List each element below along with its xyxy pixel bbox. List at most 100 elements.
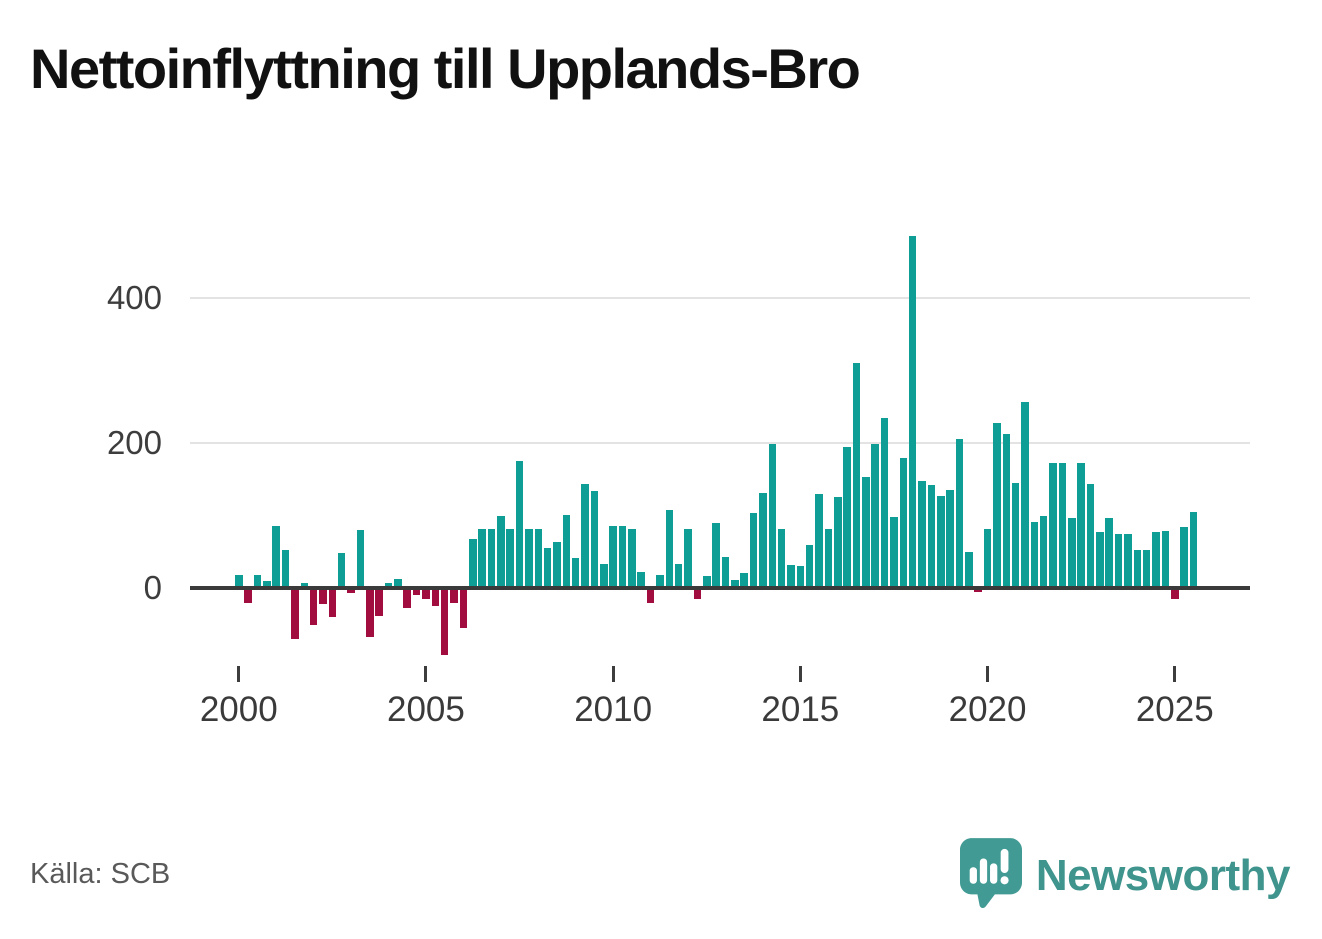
gridline-200 (190, 442, 1250, 444)
bar-positive (272, 525, 280, 588)
x-axis-label-2000: 2000 (199, 690, 278, 729)
bar-positive (674, 564, 683, 588)
x-tick-2025 (1173, 666, 1177, 682)
bar-positive (749, 513, 758, 588)
bar-positive (300, 582, 309, 588)
bar-positive (1161, 531, 1170, 588)
bar-positive (834, 497, 842, 588)
bar-positive (235, 574, 243, 588)
bar-positive (787, 564, 795, 588)
gridline-400 (190, 297, 1250, 299)
bar-positive (263, 581, 271, 588)
y-axis-label: 0 (143, 569, 162, 606)
bar-positive (852, 363, 861, 588)
bar-positive (946, 490, 954, 588)
bar-negative (403, 588, 411, 609)
bar-negative (375, 588, 383, 617)
bar-positive (656, 574, 664, 588)
bar-positive (1152, 532, 1160, 588)
y-axis-label: 400 (106, 279, 162, 316)
x-tick-2015 (798, 666, 802, 682)
bar-positive (562, 514, 571, 588)
bar-positive (684, 528, 692, 588)
bar-negative (309, 588, 318, 625)
x-axis-label-2020: 2020 (948, 690, 1027, 729)
bar-positive (628, 528, 636, 588)
bar-positive (253, 574, 262, 588)
bar-positive (703, 576, 711, 588)
bar-positive (1189, 511, 1198, 588)
bar-positive (712, 522, 720, 588)
bar-positive (908, 235, 917, 588)
bar-positive (1096, 532, 1104, 588)
bar-positive (721, 556, 730, 588)
bar-negative (974, 588, 982, 593)
bar-negative (422, 588, 430, 599)
x-tick-2020 (986, 666, 990, 682)
bar-positive (777, 528, 786, 588)
bar-positive (1068, 518, 1076, 588)
bar-positive (590, 490, 599, 588)
bar-positive (506, 528, 514, 588)
bar-positive (1105, 518, 1113, 588)
bar-positive (1021, 402, 1029, 588)
bar-positive (637, 572, 645, 588)
bar-positive (553, 541, 561, 588)
bar-negative (459, 588, 468, 628)
bar-positive (862, 477, 870, 588)
brand-lockup: Newsworthy (959, 837, 1291, 915)
bar-positive (356, 530, 365, 588)
x-tick-2005 (424, 666, 428, 682)
x-axis-label-2010: 2010 (574, 690, 653, 729)
bar-positive (1030, 522, 1039, 588)
bar-negative (450, 588, 458, 603)
bar-positive (337, 553, 346, 588)
bar-positive (600, 564, 608, 588)
x-axis-label-2025: 2025 (1135, 690, 1214, 729)
bar-negative (431, 588, 440, 607)
bar-negative (440, 588, 449, 656)
bar-positive (1124, 534, 1132, 588)
bar-positive (543, 548, 552, 588)
bar-positive (955, 438, 964, 588)
x-axis-label-2015: 2015 (761, 690, 840, 729)
bar-positive (843, 446, 851, 588)
bar-positive (478, 529, 486, 588)
bar-positive (1077, 463, 1085, 588)
bar-positive (871, 444, 879, 588)
newsworthy-logo-icon (959, 837, 1022, 915)
bar-negative (412, 588, 421, 596)
bar-positive (515, 461, 524, 588)
x-tick-2000 (237, 666, 241, 682)
bar-positive (1180, 527, 1188, 588)
bar-positive (1039, 516, 1048, 588)
bar-positive (1133, 550, 1142, 588)
bar-positive (965, 551, 973, 588)
bar-negative (319, 588, 327, 604)
x-tick-2010 (611, 666, 615, 682)
bar-positive (1011, 482, 1020, 588)
bar-positive (525, 529, 533, 588)
bar-positive (768, 444, 777, 588)
bar-positive (740, 572, 748, 588)
chart-title: Nettoinflyttning till Upplands-Bro (30, 37, 861, 100)
bar-positive (1142, 550, 1151, 588)
bar-positive (759, 493, 767, 588)
bar-positive (993, 423, 1001, 588)
bar-positive (497, 516, 505, 588)
bar-positive (1086, 483, 1095, 588)
bar-positive (824, 528, 833, 588)
bar-negative (693, 588, 702, 599)
bar-positive (384, 582, 393, 588)
bar-positive (281, 549, 290, 588)
bar-positive (805, 544, 814, 588)
bar-positive (1114, 534, 1123, 588)
bar-positive (1002, 434, 1011, 588)
x-axis-line (190, 586, 1250, 590)
bar-negative (1171, 588, 1179, 599)
bar-positive (1049, 463, 1057, 588)
bar-positive (487, 529, 496, 588)
bar-positive (1058, 463, 1067, 588)
